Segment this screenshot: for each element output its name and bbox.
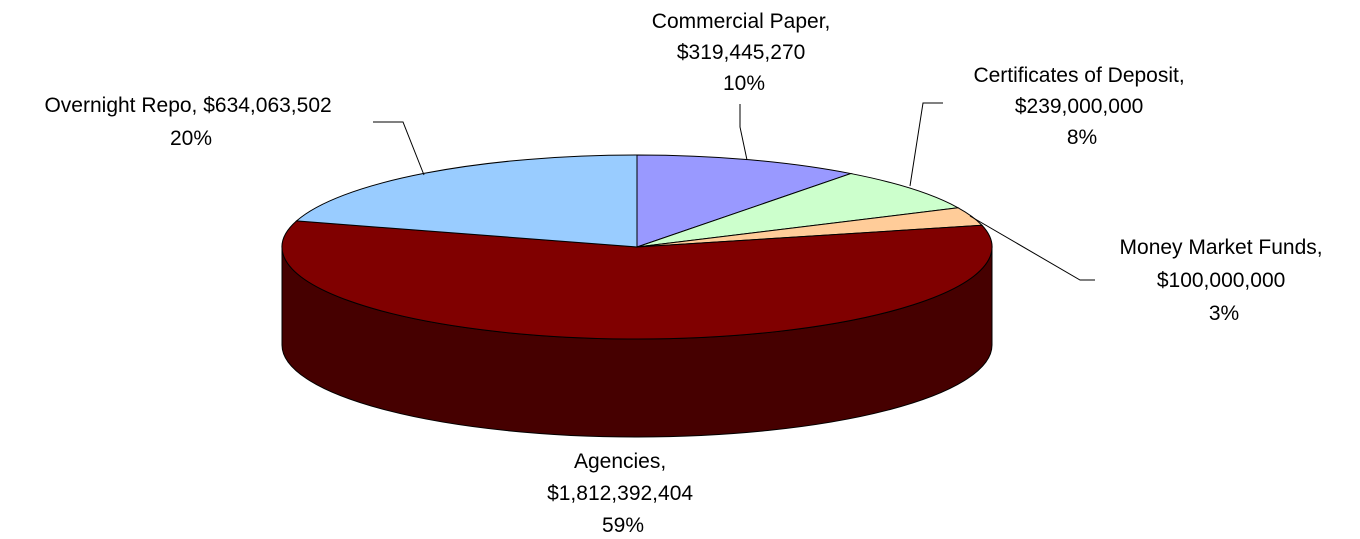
label-commercial-paper: Commercial Paper, $319,445,270 10%	[652, 10, 836, 95]
label-overnight-repo: Overnight Repo, $634,063,502 20%	[44, 94, 337, 150]
slice-agencies	[281, 220, 993, 340]
leader-line-commercial-paper	[739, 104, 748, 161]
leader-line-certificates-of-deposit	[909, 102, 943, 187]
pie-group	[281, 154, 993, 438]
leader-lines	[373, 102, 1095, 281]
slice-certificates-of-deposit	[636, 173, 960, 248]
slice-commercial-paper	[636, 154, 853, 248]
slice-overnight-repo	[295, 154, 638, 248]
label-certificates-of-deposit: Certificates of Deposit, $239,000,000 8%	[973, 64, 1190, 149]
label-agencies: Agencies, $1,812,392,404 59%	[547, 450, 699, 537]
label-money-market-funds: Money Market Funds, $100,000,000 3%	[1120, 236, 1329, 325]
leader-line-overnight-repo	[373, 121, 425, 176]
leader-line-money-market-funds	[969, 215, 1095, 281]
